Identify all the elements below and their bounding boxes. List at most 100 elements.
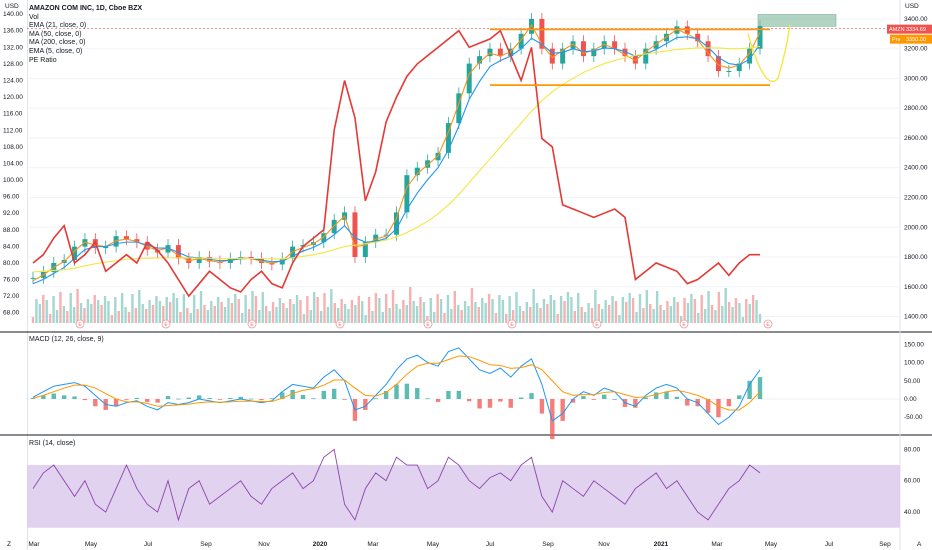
macd-histogram-bar xyxy=(383,390,389,399)
volume-bar xyxy=(738,303,741,323)
volume-bar xyxy=(566,292,570,323)
price-badge-tag: AMZN xyxy=(889,27,905,33)
macd-histogram-bar xyxy=(726,399,732,407)
pe-tick-label: 80.00 xyxy=(3,260,20,267)
macd-legend[interactable]: MACD (12, 26, close, 9) xyxy=(29,336,104,345)
pe-tick-label: 96.00 xyxy=(3,194,20,201)
pe-tick-label: 72.00 xyxy=(3,293,20,300)
earnings-marker-label: E xyxy=(766,322,770,328)
candle-body xyxy=(570,41,576,49)
volume-bar xyxy=(117,311,120,323)
volume-bar xyxy=(535,303,539,323)
price-tick-label: 3000.00 xyxy=(904,75,928,82)
time-axis-label: Mar xyxy=(367,541,379,548)
macd-histogram-bar xyxy=(435,399,441,402)
volume-bar xyxy=(525,302,529,323)
volume-bar xyxy=(196,309,199,323)
candle-body xyxy=(362,242,368,258)
volume-bar xyxy=(429,298,432,323)
symbol-title[interactable]: AMAZON COM INC, 1D, Cboe BZX xyxy=(29,5,143,12)
volume-bar xyxy=(745,299,748,323)
time-axis-label: 2020 xyxy=(313,541,328,548)
volume-bar xyxy=(443,313,446,323)
study-ema21[interactable]: EMA (21, close, 0) xyxy=(29,22,87,30)
volume-bar xyxy=(261,292,264,323)
macd-histogram-bar xyxy=(321,390,326,399)
volume-bar xyxy=(48,314,52,323)
rsi-pane-label: RSI (14, close) xyxy=(29,440,76,447)
volume-bar xyxy=(673,297,676,323)
volume-bar xyxy=(240,313,244,323)
volume-bar xyxy=(288,299,292,323)
volume-bar xyxy=(337,308,340,323)
candle-body xyxy=(736,63,742,72)
volume-bar xyxy=(357,296,360,323)
study-ema5[interactable]: EMA (5, close, 0) xyxy=(29,47,83,55)
volume-bar xyxy=(426,316,429,323)
time-axis-label: Nov xyxy=(598,541,610,548)
price-tick-label: 2000.00 xyxy=(904,224,928,231)
macd-histogram-bar xyxy=(124,399,129,400)
macd-histogram-bar xyxy=(311,398,316,400)
volume-bar xyxy=(31,317,35,323)
macd-histogram-bar xyxy=(425,398,430,400)
volume-bar xyxy=(347,309,350,323)
macd-histogram-bar xyxy=(487,399,493,408)
study-ma50[interactable]: MA (50, close, 0) xyxy=(29,30,82,38)
macd-tick-label: 50.00 xyxy=(904,378,921,385)
time-axis-label: Jul xyxy=(486,541,495,548)
volume-bar xyxy=(491,299,494,323)
macd-histogram-bar xyxy=(165,396,171,399)
candle-body xyxy=(290,246,296,259)
volume-bar xyxy=(247,309,251,323)
candle-body xyxy=(425,160,431,168)
volume-bar xyxy=(138,290,141,323)
macd-tick-label: 0.00 xyxy=(904,396,917,403)
macd-histogram-bar xyxy=(716,399,721,418)
volume-bar xyxy=(433,312,436,323)
macd-histogram-bar xyxy=(207,397,212,399)
time-axis-label: Nov xyxy=(258,541,270,548)
rsi-legend[interactable]: RSI (14, close) xyxy=(29,440,75,449)
volume-bar xyxy=(508,296,511,323)
volume-bar xyxy=(55,310,59,323)
volume-bar xyxy=(90,304,93,323)
pe-tick-label: 120.00 xyxy=(3,94,23,101)
volume-bar xyxy=(330,289,333,323)
volume-bar xyxy=(422,302,426,323)
price-tick-label: 1600.00 xyxy=(904,284,928,291)
candle-body xyxy=(695,33,701,42)
earnings-marker-label: E xyxy=(426,322,430,328)
ema21-line xyxy=(32,23,761,282)
pe-tick-label: 68.00 xyxy=(3,310,20,317)
study-pe-ratio[interactable]: PE Ratio xyxy=(29,56,57,64)
candle-body xyxy=(497,48,503,57)
volume-bar xyxy=(638,294,642,323)
candle-body xyxy=(508,48,514,57)
volume-bar xyxy=(655,291,659,323)
time-axis-label: Sep xyxy=(879,541,891,548)
candle-body xyxy=(653,41,659,49)
volume-bar xyxy=(553,300,556,323)
volume-bar xyxy=(206,310,210,323)
study-ma200[interactable]: MA (200, close, 0) xyxy=(29,39,86,47)
volume-bar xyxy=(703,309,707,323)
time-axis-label: Sep xyxy=(200,541,212,548)
pe-tick-label: 88.00 xyxy=(3,227,20,234)
rsi-tick-label: 80.00 xyxy=(904,446,921,453)
volume-bar xyxy=(642,308,645,323)
volume-bar xyxy=(59,292,62,323)
volume-bar xyxy=(511,310,515,323)
earnings-marker xyxy=(247,319,257,329)
volume-bar xyxy=(628,293,631,323)
pe-tick-label: 136.00 xyxy=(3,28,23,35)
earnings-marker-label: E xyxy=(250,322,254,328)
study-vol[interactable]: Vol xyxy=(29,13,39,21)
macd-histogram-bar xyxy=(737,395,742,399)
drawing-toolbar[interactable] xyxy=(0,0,28,550)
macd-histogram-bar xyxy=(674,396,680,399)
volume-bar xyxy=(35,299,38,323)
macd-histogram-bar xyxy=(643,397,648,399)
time-axis-label: May xyxy=(427,541,440,548)
